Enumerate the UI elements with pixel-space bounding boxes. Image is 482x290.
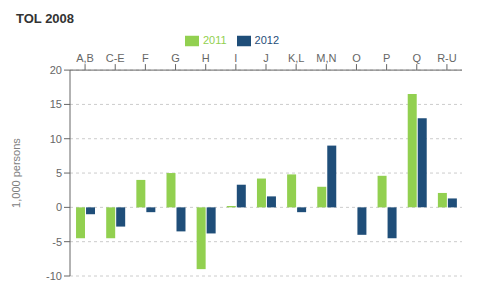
svg-text:Q: Q — [412, 52, 421, 64]
svg-text:K,L: K,L — [288, 52, 305, 64]
svg-text:C-E: C-E — [106, 52, 125, 64]
svg-text:5: 5 — [56, 167, 62, 179]
svg-text:1,000 persons: 1,000 persons — [10, 138, 22, 208]
svg-text:O: O — [352, 52, 361, 64]
svg-text:M,N: M,N — [316, 52, 336, 64]
html-text:2011: 2011 — [202, 34, 227, 46]
svg-text:0: 0 — [56, 201, 62, 213]
svg-text:R-U: R-U — [437, 52, 457, 64]
svg-text:15: 15 — [50, 98, 62, 110]
svg-text:H: H — [202, 52, 210, 64]
svg-text:I: I — [234, 52, 237, 64]
svg-text:-10: -10 — [46, 270, 62, 282]
svg-text:A,B: A,B — [76, 52, 94, 64]
svg-text:-5: -5 — [52, 236, 62, 248]
svg-text:10: 10 — [50, 133, 62, 145]
svg-text:J: J — [263, 52, 269, 64]
svg-text:F: F — [142, 52, 149, 64]
svg-text:G: G — [171, 52, 180, 64]
html-text:TOL 2008: TOL 2008 — [16, 11, 75, 26]
svg-text:P: P — [383, 52, 390, 64]
svg-text:20: 20 — [50, 64, 62, 76]
html-text:2012: 2012 — [254, 34, 280, 46]
